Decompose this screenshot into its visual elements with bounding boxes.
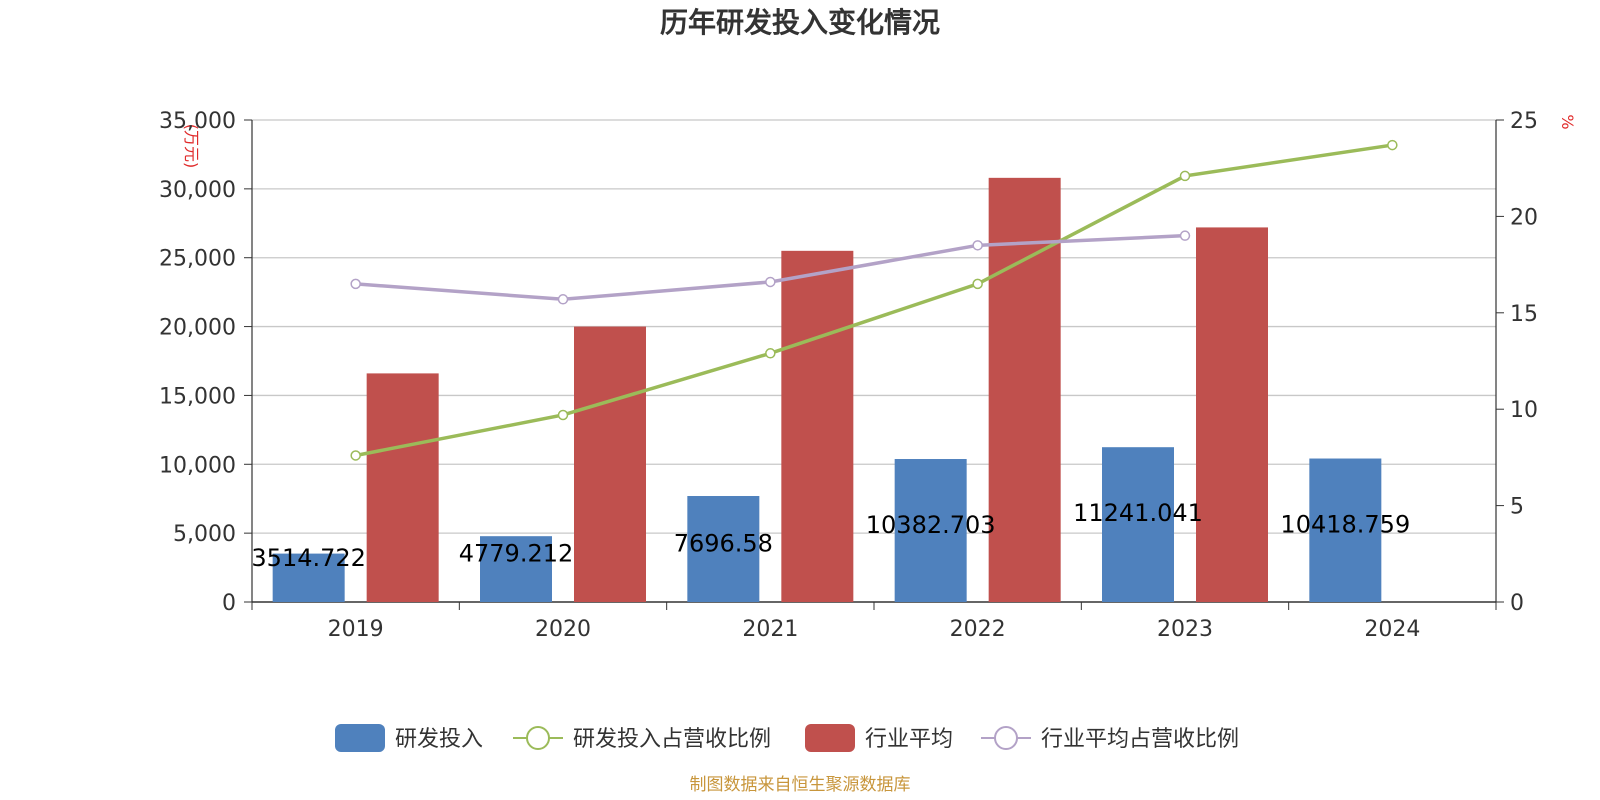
data-label: 10418.759 (1280, 511, 1410, 539)
industry-bar (1196, 227, 1268, 602)
legend-label: 行业平均 (865, 727, 953, 752)
right-tick-label: 0 (1510, 591, 1524, 616)
legend-marker (526, 726, 550, 750)
right-tick-label: 20 (1510, 205, 1538, 230)
x-tick-label: 2022 (950, 617, 1006, 642)
axes: 0 5,000 10,000 15,000 20,000 25,000 30,000 35,0… (159, 109, 1538, 642)
industry-bar (366, 373, 439, 602)
line-point (765, 348, 776, 359)
line-point (1387, 139, 1398, 151)
data-label: 3514.722 (251, 544, 366, 572)
left-tick-label: 20,000 (159, 316, 236, 341)
data-labels: 3514.722 4779.212 7696.58 10382.703 11241.04… (251, 499, 1410, 572)
left-tick-label: 35,000 (159, 109, 236, 134)
source-note: 制图数据来自恒生聚源数据库 (690, 775, 911, 795)
legend-label: 研发投入 (395, 727, 483, 752)
left-tick-label: 10,000 (159, 453, 236, 478)
grid (252, 119, 1496, 534)
lines (350, 139, 1398, 461)
data-label: 10382.703 (866, 511, 996, 539)
line-point (350, 278, 361, 290)
rd-bar (272, 553, 345, 602)
right-tick-label: 5 (1510, 495, 1524, 520)
rd-bar (687, 496, 760, 602)
chart-title: 历年研发投入变化情况 (660, 6, 940, 39)
legend-label: 研发投入占营收比例 (573, 727, 771, 752)
line-point (1179, 170, 1191, 182)
legend-marker (994, 726, 1018, 750)
line-point (972, 240, 983, 251)
legend-bar-swatch (805, 724, 855, 752)
x-tick-label: 2023 (1157, 617, 1213, 642)
rd-bar (480, 536, 552, 602)
x-tick-label: 2024 (1364, 617, 1420, 642)
data-label: 11241.041 (1073, 499, 1203, 527)
left-tick-label: 15,000 (159, 384, 236, 409)
data-label: 7696.58 (674, 530, 773, 558)
line-point (350, 450, 361, 461)
rd-bar (1309, 458, 1382, 602)
line-point (972, 278, 983, 290)
line-point (557, 409, 569, 421)
line-point (557, 294, 569, 305)
rd-bar (894, 459, 967, 602)
legend-label: 行业平均占营收比例 (1041, 727, 1239, 752)
x-tick-label: 2020 (535, 617, 591, 642)
left-tick-label: 0 (222, 591, 236, 616)
right-tick-label: 15 (1510, 302, 1538, 327)
left-tick-label: 5,000 (173, 522, 236, 547)
rd-bar (1102, 447, 1174, 602)
legend: 研发投入 研发投入占营收比例 行业平均 行业平均占营收比例 (335, 724, 1239, 752)
industry-bar (574, 326, 646, 602)
right-tick-label: 10 (1510, 398, 1538, 423)
x-tick-label: 2021 (742, 617, 798, 642)
industry-bar (781, 250, 854, 603)
rd-ratio-line (355, 143, 1393, 458)
right-axis-unit: % (1558, 114, 1577, 129)
legend-bar-swatch (335, 724, 385, 752)
data-label: 4779.212 (459, 540, 574, 568)
left-tick-label: 30,000 (159, 178, 236, 203)
right-tick-label: 25 (1510, 109, 1538, 134)
line-point (765, 276, 776, 288)
bars (272, 177, 1382, 603)
left-tick-label: 25,000 (159, 247, 236, 272)
line-point (1179, 230, 1191, 241)
x-tick-label: 2019 (328, 617, 384, 642)
left-axis-unit: (万元) (182, 124, 201, 169)
